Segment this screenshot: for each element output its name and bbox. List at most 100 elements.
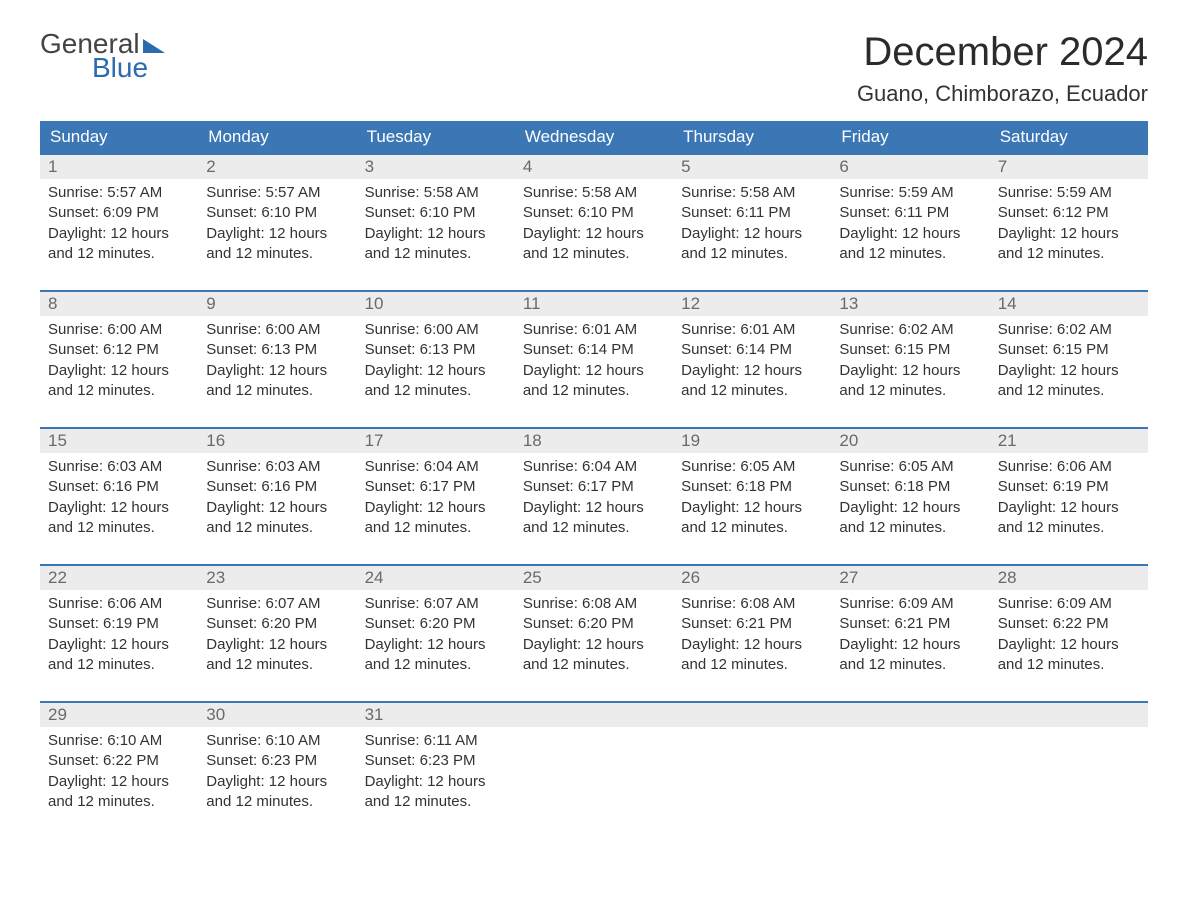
day-cell: 24Sunrise: 6:07 AMSunset: 6:20 PMDayligh… [357, 566, 515, 683]
day-number [673, 703, 831, 727]
day-cell: 17Sunrise: 6:04 AMSunset: 6:17 PMDayligh… [357, 429, 515, 546]
day-cell: 10Sunrise: 6:00 AMSunset: 6:13 PMDayligh… [357, 292, 515, 409]
daylight-text: Daylight: 12 hours and 12 minutes. [523, 498, 665, 539]
sunset-text: Sunset: 6:11 PM [839, 203, 981, 223]
sunrise-text: Sunrise: 6:01 AM [681, 320, 823, 340]
day-body: Sunrise: 6:09 AMSunset: 6:21 PMDaylight:… [831, 590, 989, 675]
daylight-text: Daylight: 12 hours and 12 minutes. [998, 498, 1140, 539]
day-body: Sunrise: 6:06 AMSunset: 6:19 PMDaylight:… [990, 453, 1148, 538]
daylight-text: Daylight: 12 hours and 12 minutes. [48, 635, 190, 676]
sunrise-text: Sunrise: 6:08 AM [523, 594, 665, 614]
day-body: Sunrise: 5:58 AMSunset: 6:10 PMDaylight:… [515, 179, 673, 264]
day-number: 24 [357, 566, 515, 590]
day-cell: 14Sunrise: 6:02 AMSunset: 6:15 PMDayligh… [990, 292, 1148, 409]
sunrise-text: Sunrise: 5:57 AM [206, 183, 348, 203]
day-number: 17 [357, 429, 515, 453]
day-number: 22 [40, 566, 198, 590]
sunset-text: Sunset: 6:23 PM [206, 751, 348, 771]
sunrise-text: Sunrise: 6:00 AM [365, 320, 507, 340]
day-body: Sunrise: 6:07 AMSunset: 6:20 PMDaylight:… [198, 590, 356, 675]
day-body: Sunrise: 6:01 AMSunset: 6:14 PMDaylight:… [673, 316, 831, 401]
title-block: December 2024 Guano, Chimborazo, Ecuador [857, 30, 1148, 107]
day-cell: 28Sunrise: 6:09 AMSunset: 6:22 PMDayligh… [990, 566, 1148, 683]
sunrise-text: Sunrise: 6:02 AM [998, 320, 1140, 340]
sunset-text: Sunset: 6:12 PM [998, 203, 1140, 223]
day-cell: 30Sunrise: 6:10 AMSunset: 6:23 PMDayligh… [198, 703, 356, 820]
sunset-text: Sunset: 6:21 PM [681, 614, 823, 634]
day-number: 1 [40, 155, 198, 179]
day-number: 20 [831, 429, 989, 453]
weekday-label: Wednesday [515, 121, 673, 153]
day-cell: 22Sunrise: 6:06 AMSunset: 6:19 PMDayligh… [40, 566, 198, 683]
day-number: 28 [990, 566, 1148, 590]
sunset-text: Sunset: 6:11 PM [681, 203, 823, 223]
header: General Blue December 2024 Guano, Chimbo… [40, 30, 1148, 107]
daylight-text: Daylight: 12 hours and 12 minutes. [839, 498, 981, 539]
day-body: Sunrise: 6:00 AMSunset: 6:12 PMDaylight:… [40, 316, 198, 401]
day-body: Sunrise: 5:57 AMSunset: 6:09 PMDaylight:… [40, 179, 198, 264]
day-number [990, 703, 1148, 727]
day-number [515, 703, 673, 727]
day-cell [673, 703, 831, 820]
day-number: 25 [515, 566, 673, 590]
sunset-text: Sunset: 6:22 PM [998, 614, 1140, 634]
sunrise-text: Sunrise: 6:04 AM [523, 457, 665, 477]
sunrise-text: Sunrise: 6:11 AM [365, 731, 507, 751]
day-cell: 8Sunrise: 6:00 AMSunset: 6:12 PMDaylight… [40, 292, 198, 409]
day-number: 7 [990, 155, 1148, 179]
daylight-text: Daylight: 12 hours and 12 minutes. [206, 772, 348, 813]
logo: General Blue [40, 30, 165, 82]
daylight-text: Daylight: 12 hours and 12 minutes. [998, 635, 1140, 676]
sunset-text: Sunset: 6:16 PM [206, 477, 348, 497]
sunrise-text: Sunrise: 6:04 AM [365, 457, 507, 477]
day-cell: 31Sunrise: 6:11 AMSunset: 6:23 PMDayligh… [357, 703, 515, 820]
day-body: Sunrise: 5:57 AMSunset: 6:10 PMDaylight:… [198, 179, 356, 264]
sunset-text: Sunset: 6:09 PM [48, 203, 190, 223]
day-cell: 4Sunrise: 5:58 AMSunset: 6:10 PMDaylight… [515, 155, 673, 272]
day-body: Sunrise: 6:04 AMSunset: 6:17 PMDaylight:… [515, 453, 673, 538]
day-number: 18 [515, 429, 673, 453]
sunset-text: Sunset: 6:22 PM [48, 751, 190, 771]
day-number: 21 [990, 429, 1148, 453]
daylight-text: Daylight: 12 hours and 12 minutes. [523, 635, 665, 676]
daylight-text: Daylight: 12 hours and 12 minutes. [365, 224, 507, 265]
day-cell: 3Sunrise: 5:58 AMSunset: 6:10 PMDaylight… [357, 155, 515, 272]
logo-text-blue: Blue [92, 54, 165, 82]
week-row: 22Sunrise: 6:06 AMSunset: 6:19 PMDayligh… [40, 564, 1148, 683]
sunset-text: Sunset: 6:20 PM [206, 614, 348, 634]
daylight-text: Daylight: 12 hours and 12 minutes. [365, 772, 507, 813]
sunrise-text: Sunrise: 6:02 AM [839, 320, 981, 340]
day-cell [831, 703, 989, 820]
sunrise-text: Sunrise: 5:57 AM [48, 183, 190, 203]
day-body: Sunrise: 6:09 AMSunset: 6:22 PMDaylight:… [990, 590, 1148, 675]
sunrise-text: Sunrise: 6:00 AM [48, 320, 190, 340]
day-cell: 23Sunrise: 6:07 AMSunset: 6:20 PMDayligh… [198, 566, 356, 683]
day-number: 12 [673, 292, 831, 316]
weekday-label: Saturday [990, 121, 1148, 153]
sunset-text: Sunset: 6:20 PM [365, 614, 507, 634]
sunrise-text: Sunrise: 6:06 AM [48, 594, 190, 614]
week-row: 15Sunrise: 6:03 AMSunset: 6:16 PMDayligh… [40, 427, 1148, 546]
day-cell: 29Sunrise: 6:10 AMSunset: 6:22 PMDayligh… [40, 703, 198, 820]
daylight-text: Daylight: 12 hours and 12 minutes. [48, 498, 190, 539]
weeks: 1Sunrise: 5:57 AMSunset: 6:09 PMDaylight… [40, 153, 1148, 820]
day-cell: 13Sunrise: 6:02 AMSunset: 6:15 PMDayligh… [831, 292, 989, 409]
sunset-text: Sunset: 6:23 PM [365, 751, 507, 771]
sunset-text: Sunset: 6:10 PM [523, 203, 665, 223]
day-cell: 25Sunrise: 6:08 AMSunset: 6:20 PMDayligh… [515, 566, 673, 683]
sunrise-text: Sunrise: 6:03 AM [48, 457, 190, 477]
day-cell: 27Sunrise: 6:09 AMSunset: 6:21 PMDayligh… [831, 566, 989, 683]
day-body: Sunrise: 6:02 AMSunset: 6:15 PMDaylight:… [990, 316, 1148, 401]
sunset-text: Sunset: 6:10 PM [206, 203, 348, 223]
daylight-text: Daylight: 12 hours and 12 minutes. [48, 224, 190, 265]
sunrise-text: Sunrise: 6:08 AM [681, 594, 823, 614]
sunset-text: Sunset: 6:19 PM [998, 477, 1140, 497]
sunrise-text: Sunrise: 6:05 AM [839, 457, 981, 477]
day-body: Sunrise: 5:58 AMSunset: 6:10 PMDaylight:… [357, 179, 515, 264]
sunset-text: Sunset: 6:15 PM [998, 340, 1140, 360]
sunrise-text: Sunrise: 6:10 AM [206, 731, 348, 751]
day-cell: 9Sunrise: 6:00 AMSunset: 6:13 PMDaylight… [198, 292, 356, 409]
sunrise-text: Sunrise: 5:58 AM [523, 183, 665, 203]
day-cell: 26Sunrise: 6:08 AMSunset: 6:21 PMDayligh… [673, 566, 831, 683]
day-cell: 21Sunrise: 6:06 AMSunset: 6:19 PMDayligh… [990, 429, 1148, 546]
